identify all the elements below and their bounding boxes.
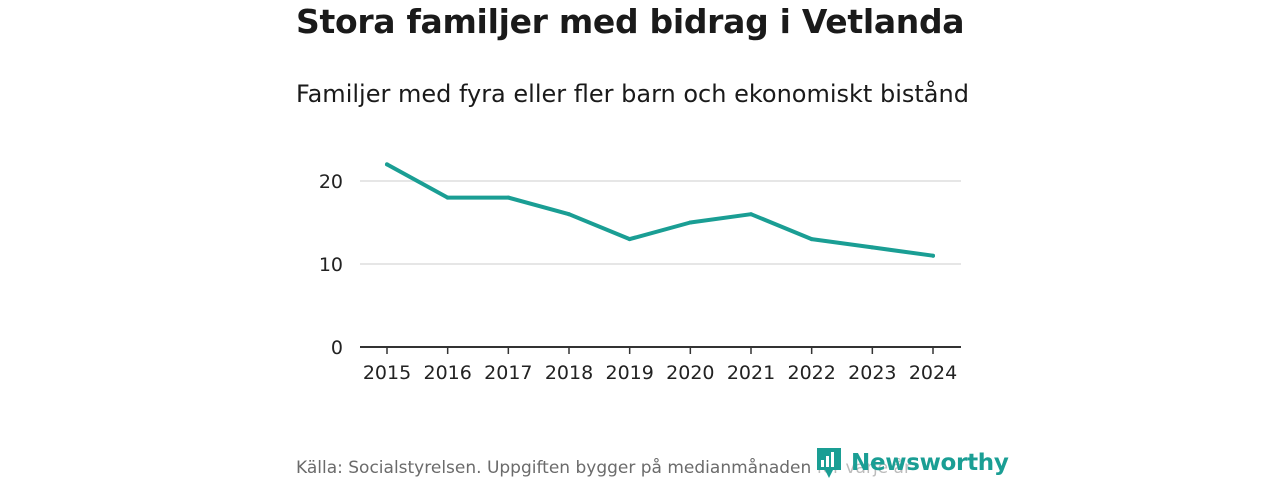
data-point-2018 [567,212,571,217]
chart-subtitle: Familjer med fyra eller fler barn och ek… [296,80,969,108]
x-tick-label-2015: 2015 [363,362,411,384]
data-point-2023 [870,245,875,250]
newsworthy-logo-text: Newsworthy [851,450,1009,476]
data-point-2017 [506,195,511,200]
x-tick-label-2018: 2018 [545,362,593,384]
y-tick-label-10: 10 [319,254,343,276]
data-point-2020 [688,220,693,225]
data-point-2019 [627,237,632,242]
y-tick-label-20: 20 [319,171,343,193]
series-line-0 [385,162,935,258]
x-axis [360,346,961,354]
gridlines [360,180,961,265]
x-axis-labels: 2015 2016 2017 2018 2019 2020 2021 2022 2023 2024 [363,362,957,384]
y-axis-labels: 0 10 20 [319,171,343,359]
x-tick-label-2021: 2021 [727,362,775,384]
x-tick-label-2024: 2024 [909,362,957,384]
newsworthy-logo: Newsworthy [815,446,1009,480]
data-point-2022 [809,237,814,242]
x-tick-label-2022: 2022 [787,362,835,384]
data-point-2024 [931,253,935,258]
x-tick-label-2023: 2023 [848,362,896,384]
data-point-2016 [445,195,450,200]
series [385,162,935,258]
data-point-2021 [749,212,753,217]
y-tick-label-0: 0 [331,337,343,359]
chart-title: Stora familjer med bidrag i Vetlanda [296,2,965,41]
x-tick-label-2017: 2017 [484,362,532,384]
x-tick-label-2019: 2019 [605,362,653,384]
x-tick-label-2016: 2016 [423,362,471,384]
newsworthy-logo-icon [817,448,841,478]
x-tick-label-2020: 2020 [666,362,714,384]
source-note: Källa: Socialstyrelsen. Uppgiften bygger… [296,458,911,478]
data-point-2015 [385,162,389,167]
